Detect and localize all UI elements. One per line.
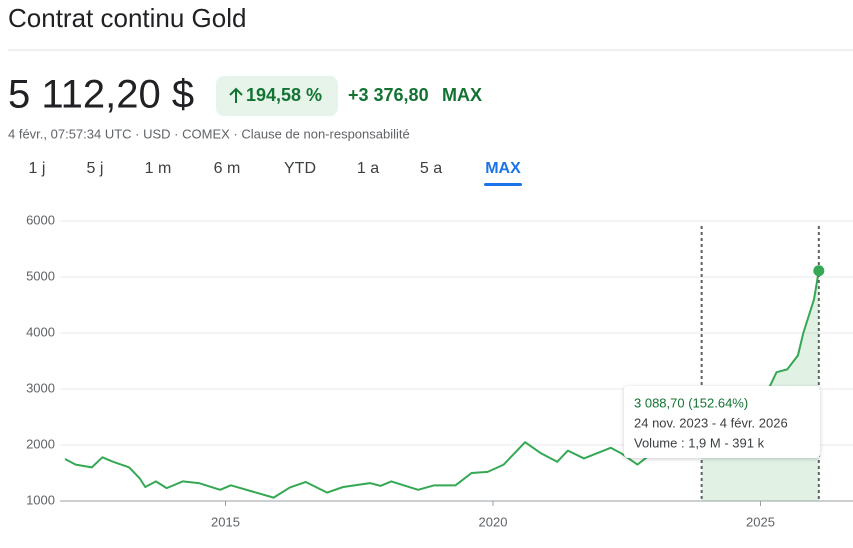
price: 5 112,20 $: [8, 73, 194, 117]
range-tab[interactable]: 6 m: [214, 160, 241, 177]
active-tab-underline: [484, 183, 522, 186]
tooltip-change: 3 088,70 (152.64%): [634, 395, 748, 410]
x-tick-label: 2025: [746, 514, 775, 529]
range-tab[interactable]: 5 a: [420, 160, 442, 177]
up-arrow: [229, 87, 243, 103]
range-tab[interactable]: 1 m: [145, 160, 172, 177]
x-tick-label: 2020: [479, 514, 508, 529]
change-badge: [216, 76, 338, 116]
last-point: [813, 265, 825, 277]
period: MAX: [442, 85, 482, 105]
change-abs: +3 376,80: [348, 85, 429, 105]
tooltip-box: [624, 386, 820, 458]
range-tab[interactable]: 1 j: [29, 160, 46, 177]
title: Contrat continu Gold: [8, 3, 246, 33]
range-tab[interactable]: MAX: [485, 160, 521, 177]
y-tick-label: 4000: [26, 324, 55, 339]
tooltip-volume: Volume : 1,9 M - 391 k: [634, 435, 765, 450]
range-tab[interactable]: 1 a: [357, 160, 379, 177]
chart: 1000 2000 3000 4000 5000 6000 2015 2020 2025 3 08…: [26, 212, 853, 529]
x-tick-label: 2015: [211, 514, 240, 529]
y-tick-label: 2000: [26, 436, 55, 451]
selection-area: [701, 270, 819, 501]
change-pct: 194,58 %: [246, 85, 322, 105]
tabs: 1 j 5 j 1 m 6 m YTD 1 a 5 a MAX: [29, 160, 522, 186]
tooltip-dates: 24 nov. 2023 - 4 févr. 2026: [634, 415, 788, 430]
meta: 4 févr., 07:57:34 UTC · USD · COMEX · Cl…: [8, 126, 410, 141]
range-tab[interactable]: YTD: [284, 160, 316, 177]
range-tab[interactable]: 5 j: [87, 160, 104, 177]
y-tick-label: 6000: [26, 212, 55, 227]
y-tick-label: 5000: [26, 268, 55, 283]
y-tick-label: 1000: [26, 492, 55, 507]
y-tick-label: 3000: [26, 380, 55, 395]
tooltip: 3 088,70 (152.64%) 24 nov. 2023 - 4 févr.…: [624, 386, 820, 458]
